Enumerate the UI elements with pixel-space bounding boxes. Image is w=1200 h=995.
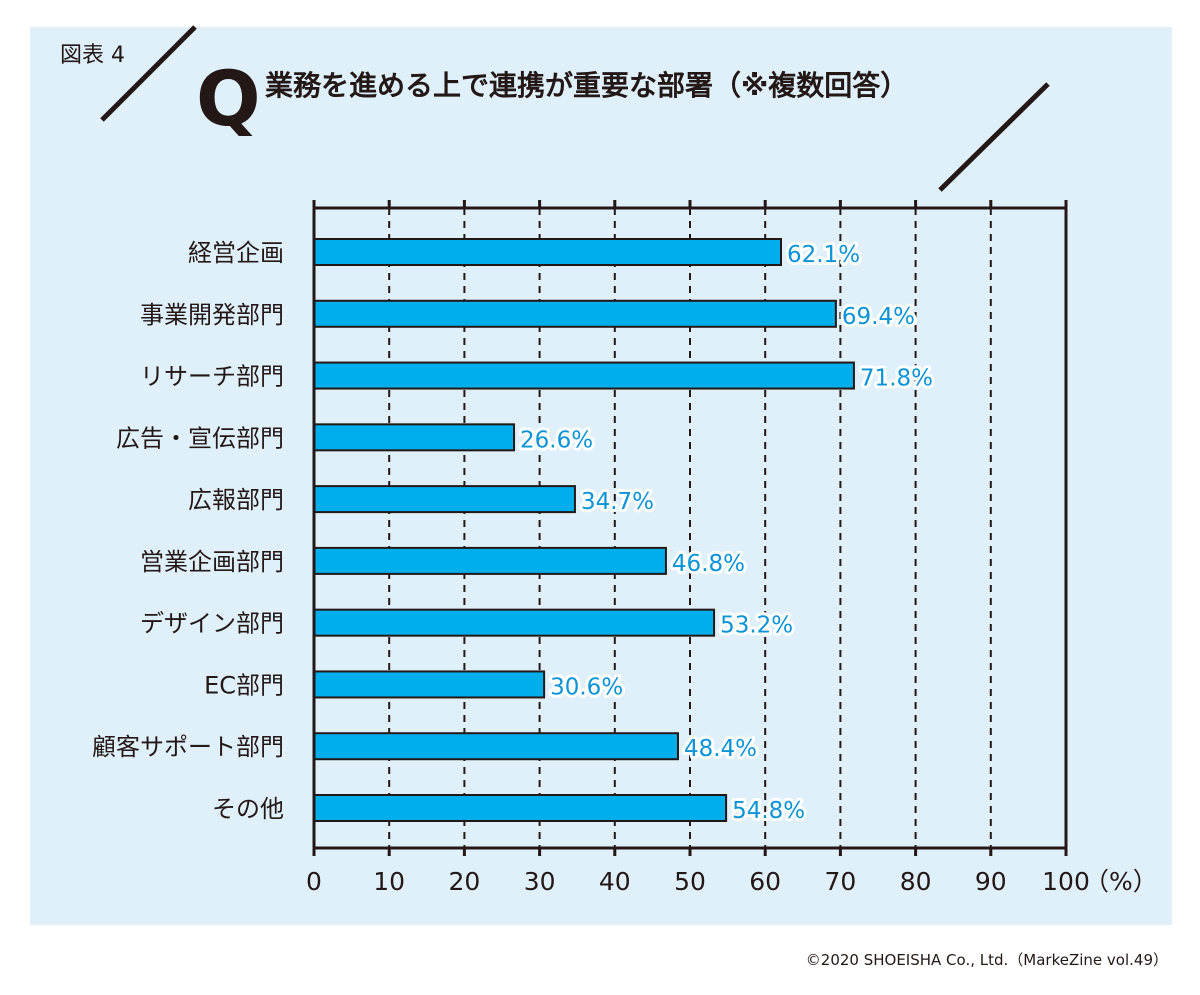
- category-label: 事業開発部門: [140, 301, 284, 329]
- value-label: 26.6%: [520, 427, 593, 453]
- x-tick-label: 70: [824, 867, 856, 896]
- copyright: ©2020 SHOEISHA Co., Ltd.（MarkeZine vol.4…: [806, 951, 1168, 969]
- bar: [313, 670, 546, 699]
- bar: [313, 794, 728, 822]
- value-label: 69.4%: [842, 304, 915, 330]
- value-label: 34.7%: [581, 489, 654, 515]
- x-tick-label: 30: [524, 867, 556, 896]
- value-label: 48.4%: [684, 736, 757, 762]
- plot-frame: [312, 206, 1068, 850]
- bar: [313, 423, 516, 452]
- bar: [313, 608, 716, 637]
- category-label: 広告・宣伝部門: [116, 424, 284, 452]
- chart-panel: [30, 27, 1172, 925]
- category-label: EC部門: [204, 671, 284, 699]
- bar: [313, 299, 837, 328]
- x-tick-label: 20: [448, 867, 480, 896]
- x-tick-label: 90: [975, 867, 1007, 896]
- value-label: 71.8%: [860, 366, 933, 392]
- bar: [313, 546, 667, 575]
- x-tick-label: 100: [1042, 867, 1090, 896]
- x-tick-label: 80: [900, 867, 932, 896]
- category-label: その他: [212, 795, 284, 823]
- bar: [313, 485, 576, 514]
- q-mark: Q: [196, 54, 261, 143]
- value-label: 53.2%: [720, 613, 793, 639]
- x-tick-label: 60: [749, 867, 781, 896]
- x-tick-label: 0: [306, 867, 322, 896]
- category-label: リサーチ部門: [140, 363, 284, 391]
- category-label: 経営企画: [188, 239, 284, 267]
- value-label: 62.1%: [787, 242, 860, 268]
- bar: [313, 732, 679, 761]
- value-label: 46.8%: [672, 551, 745, 577]
- bar: [313, 361, 855, 390]
- x-unit-label: （%）: [1084, 867, 1158, 896]
- figure-label: 図表 4: [60, 43, 125, 68]
- title-slash-right: [938, 82, 1050, 192]
- x-tick-label: 50: [674, 867, 706, 896]
- x-tick-label: 40: [599, 867, 631, 896]
- bar: [313, 238, 782, 266]
- category-label: デザイン部門: [140, 610, 284, 638]
- value-label: 54.8%: [732, 798, 805, 824]
- category-label: 顧客サポート部門: [92, 733, 284, 761]
- category-label: 広報部門: [188, 486, 284, 514]
- value-label: 30.6%: [550, 674, 623, 700]
- chart-title: 業務を進める上で連携が重要な部署（※複数回答）: [265, 69, 908, 102]
- x-tick-label: 10: [373, 867, 405, 896]
- category-label: 営業企画部門: [140, 548, 284, 576]
- title-slash-left: [100, 25, 197, 122]
